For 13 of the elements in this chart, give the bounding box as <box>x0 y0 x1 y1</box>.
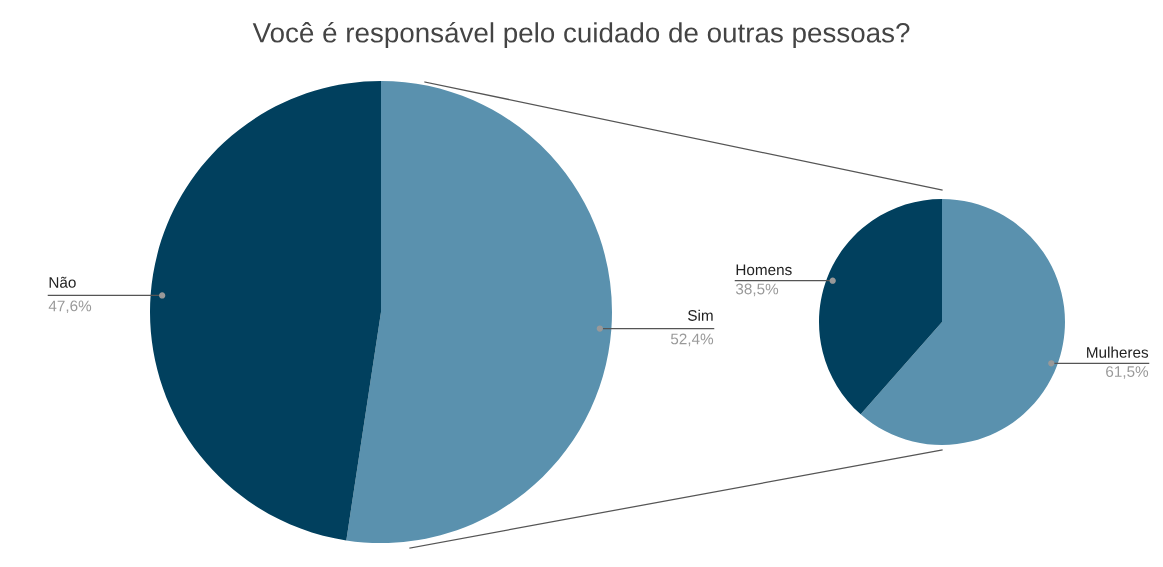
data-label: 38,5% <box>735 283 779 297</box>
slice-label: Não <box>49 276 76 288</box>
chart-title: Você é responsável pelo cuidado de outras pessoas? <box>252 21 910 49</box>
slice-label: Homens <box>736 264 792 276</box>
slice-label: Mulheres <box>1087 346 1149 358</box>
slice-label: Sim <box>688 309 713 321</box>
pie-slice <box>860 199 1065 445</box>
data-label: 52,4% <box>670 333 714 347</box>
pie-slice <box>819 199 942 415</box>
data-label: 47,6% <box>48 300 92 314</box>
pie-slice <box>346 81 612 543</box>
data-label: 61,5% <box>1106 366 1149 379</box>
pie-slice <box>150 81 381 541</box>
